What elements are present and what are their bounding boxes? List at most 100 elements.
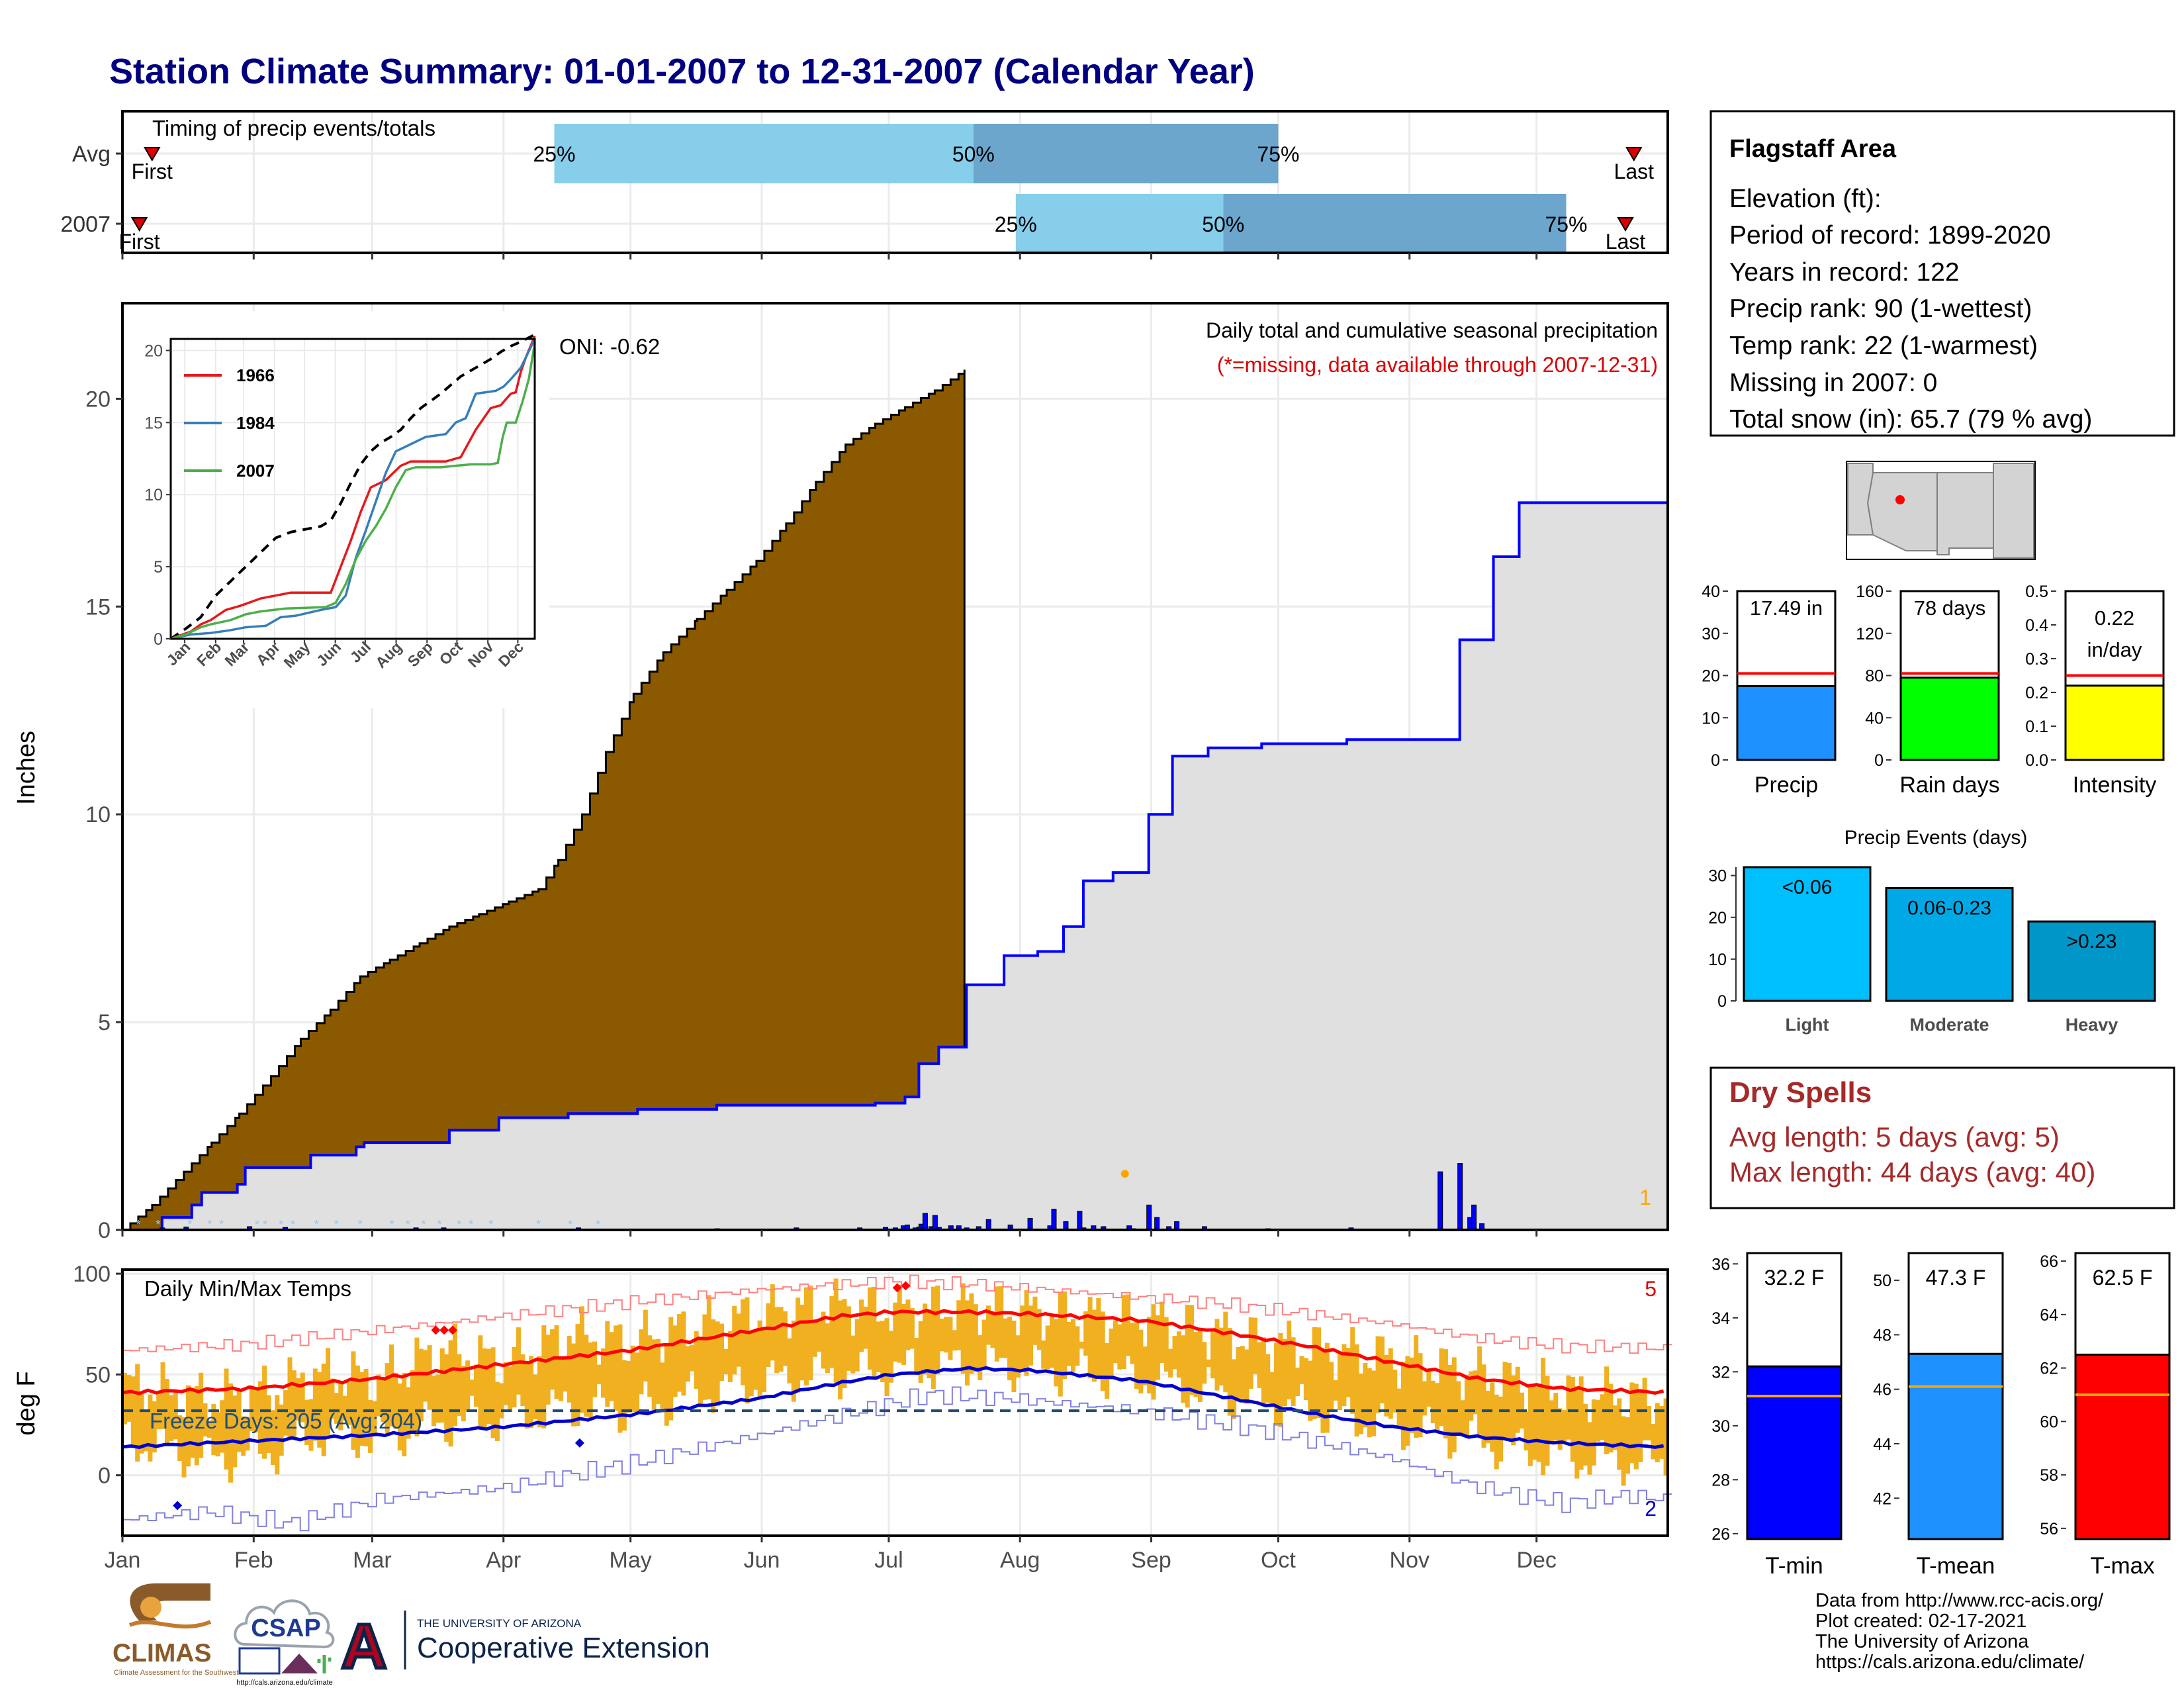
daily-temp-bar — [960, 1283, 966, 1374]
snow-marker: * — [156, 1218, 160, 1231]
temp-month-label: Sep — [1131, 1548, 1171, 1573]
daily-temp-bar — [888, 1331, 893, 1383]
timing-bars — [554, 124, 1567, 254]
intensity-y-tick-label: 0.5 — [2025, 583, 2048, 601]
daily-temp-bar — [863, 1306, 868, 1349]
daily-temp-bar — [923, 1303, 928, 1375]
daily-temp-bar — [1367, 1368, 1372, 1438]
daily-temp-bar — [867, 1287, 872, 1370]
daily-temp-bar — [1303, 1358, 1308, 1401]
daily-temp-bar — [291, 1370, 296, 1437]
info-line-missing: Missing in 2007: 0 — [1729, 369, 1937, 397]
daily-temp-bar — [944, 1317, 949, 1353]
daily-temp-bar — [1426, 1372, 1432, 1407]
daily-temp-bar — [575, 1324, 580, 1427]
daily-temp-bar — [1020, 1305, 1025, 1370]
timing-q75-label: 75% — [1545, 212, 1587, 236]
csap-url: http://cals.arizona.edu/climate — [236, 1679, 333, 1687]
daily-temp-bar — [1566, 1375, 1571, 1440]
temp-month-label: Dec — [1516, 1548, 1556, 1573]
daily-temp-bar — [1345, 1347, 1351, 1397]
climas-wordmark: CLIMAS — [113, 1639, 212, 1667]
intensity-label: Intensity — [2073, 773, 2157, 798]
daily-precip-bar — [1146, 1204, 1152, 1231]
daily-temp-bar — [1265, 1354, 1271, 1403]
precip-y-tick-label: 15 — [85, 594, 111, 620]
daily-temp-bar — [965, 1300, 970, 1385]
temp-month-label: Oct — [1261, 1548, 1296, 1573]
daily-temp-bar — [190, 1387, 195, 1458]
daily-temp-bar — [1291, 1337, 1296, 1406]
precip-missing-note: (*=missing, data available through 2007-… — [1217, 353, 1658, 377]
daily-temp-bar — [850, 1335, 856, 1374]
daily-temp-bar — [376, 1374, 381, 1417]
precip-y-axis: 0 5 10 15 20 — [85, 387, 1538, 1243]
events-y-tick-label: 30 — [1708, 867, 1727, 886]
timing-last-label: Last — [1614, 160, 1655, 183]
record-hot-point — [439, 1325, 449, 1335]
daily-temp-bar — [1083, 1311, 1089, 1356]
daily-temp-bar — [799, 1304, 805, 1381]
daily-temp-bar — [1117, 1324, 1122, 1370]
daily-temp-bar — [732, 1305, 737, 1375]
daily-temp-bar — [1570, 1376, 1575, 1462]
info-line-years: Years in record: 122 — [1729, 258, 1960, 287]
daily-temp-bar — [647, 1335, 653, 1397]
daily-temp-bar — [1142, 1346, 1148, 1385]
daily-temp-bar — [1414, 1335, 1419, 1438]
timing-q50-label: 50% — [952, 142, 995, 166]
daily-temp-bar — [423, 1350, 428, 1402]
daily-temp-bar — [1232, 1359, 1237, 1419]
daily-temp-bar — [1274, 1342, 1279, 1426]
daily-temp-bar — [1647, 1405, 1652, 1440]
intensity-y-tick-label: 0.3 — [2025, 650, 2048, 669]
daily-temp-bar — [1295, 1367, 1300, 1396]
precip-label: Precip — [1754, 773, 1818, 798]
daily-temp-bar — [359, 1372, 365, 1446]
daily-temp-bar — [1342, 1344, 1347, 1407]
daily-temp-bar — [1113, 1320, 1118, 1364]
daily-temp-bar — [1287, 1321, 1292, 1399]
rain-days-y-tick-label: 80 — [1865, 667, 1884, 686]
footer-line-url: https://cals.arizona.edu/climate/ — [1815, 1652, 2085, 1673]
tmax-label: T-max — [2090, 1553, 2155, 1579]
csap-wordmark: CSAP — [251, 1615, 321, 1642]
temp-month-label: Jul — [874, 1548, 903, 1573]
daily-temp-bar — [690, 1344, 695, 1372]
daily-temp-bar — [1578, 1376, 1584, 1470]
daily-temp-bar — [1418, 1353, 1423, 1438]
daily-temp-bar — [880, 1321, 886, 1382]
daily-temp-bar — [770, 1284, 775, 1361]
climas-logo: CLIMAS Climate Assessment for the Southw… — [113, 1583, 238, 1677]
rain-days-value-bar — [1899, 677, 2000, 761]
daily-precip-bar — [1457, 1163, 1463, 1231]
daily-temp-bar — [1015, 1335, 1021, 1378]
daily-temp-bar — [1193, 1332, 1199, 1397]
temp-y-tick-label: 50 — [85, 1362, 111, 1387]
info-line-snow: Total snow (in): 65.7 (79 % avg) — [1729, 405, 2092, 434]
light-events-bar — [1743, 866, 1872, 1002]
daily-temp-bar — [651, 1339, 657, 1410]
daily-precip-bar — [1077, 1211, 1083, 1231]
inset-series-line-2007 — [170, 343, 536, 640]
timing-last-label: Last — [1606, 230, 1646, 254]
daily-temp-bar — [1282, 1338, 1287, 1407]
daily-temp-bar — [1189, 1305, 1195, 1395]
daily-temp-bar — [1329, 1362, 1334, 1410]
daily-temp-bar — [245, 1417, 250, 1451]
daily-temp-bar — [279, 1404, 284, 1456]
daily-temp-bar — [1621, 1416, 1626, 1486]
daily-temp-bar — [630, 1345, 635, 1412]
daily-temp-bar — [135, 1364, 140, 1462]
daily-temp-bar — [1587, 1422, 1592, 1475]
daily-temp-bar — [1655, 1403, 1660, 1463]
daily-temp-bar — [1202, 1342, 1207, 1384]
map-west-region — [1847, 463, 1874, 536]
daily-temp-bar — [1608, 1383, 1614, 1453]
daily-temp-bar — [1527, 1387, 1533, 1466]
daily-temp-bar — [262, 1365, 267, 1459]
max-daily-precip-point — [1120, 1170, 1129, 1178]
daily-temp-bar — [1172, 1335, 1177, 1370]
daily-temp-bar — [1557, 1408, 1563, 1450]
daily-temp-bar — [1490, 1382, 1495, 1452]
